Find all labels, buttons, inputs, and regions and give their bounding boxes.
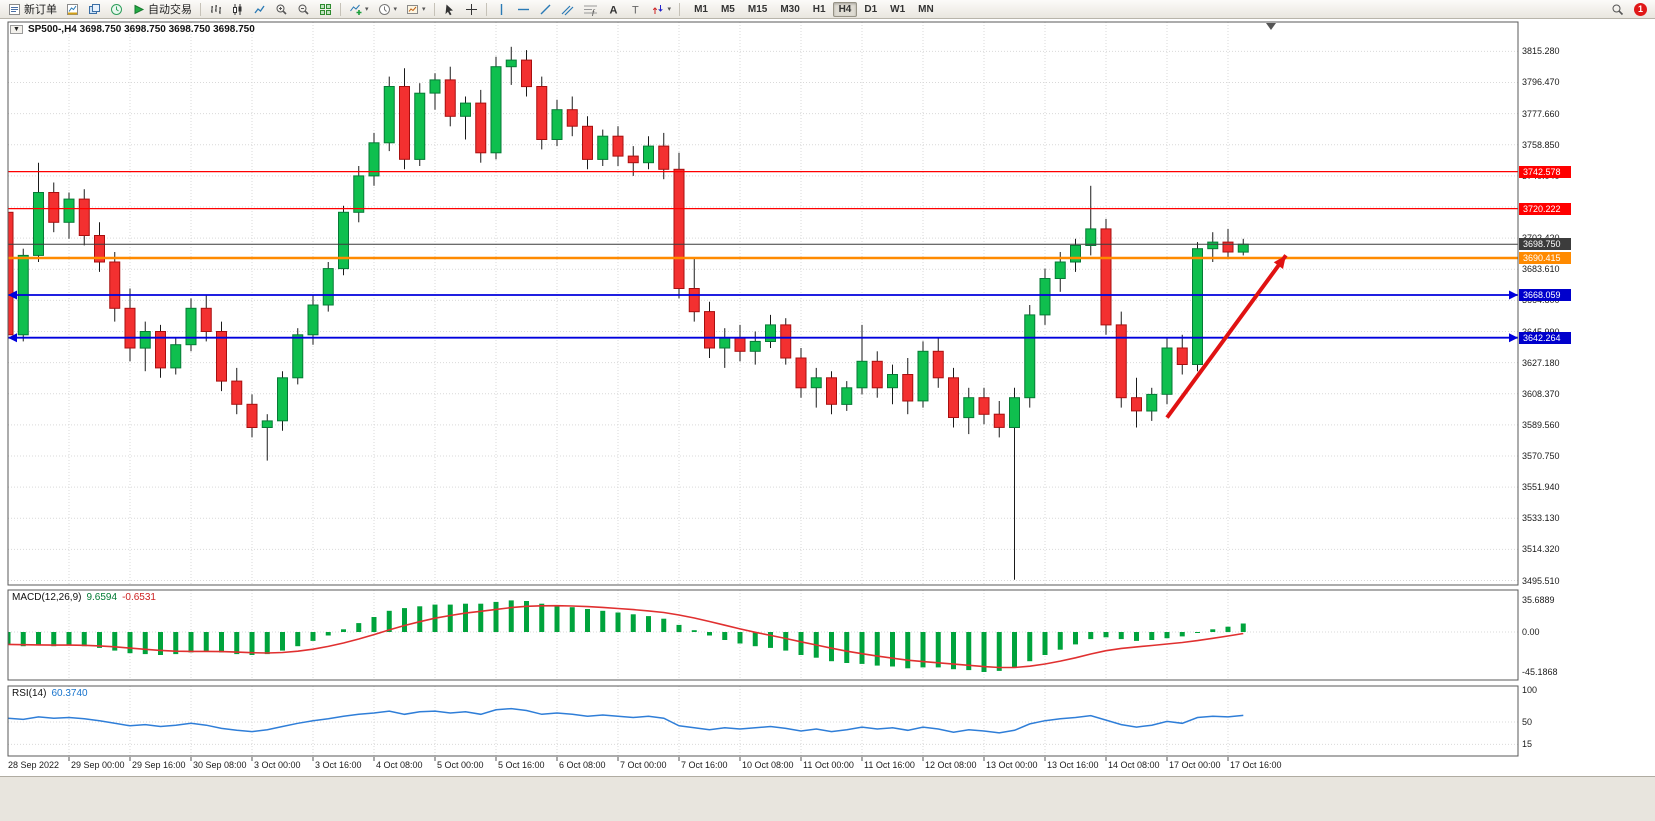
horizontal-line-icon	[517, 8, 529, 10]
timeframe-group: M1 M5 M15 M30 H1 H4 D1 W1 MN	[688, 1, 940, 17]
periods-button[interactable]: ▾	[374, 1, 402, 18]
rsi-line	[8, 707, 1244, 734]
timeframe-m15[interactable]: M15	[747, 3, 768, 15]
timeframe-m1[interactable]: M1	[694, 3, 708, 15]
new-order-button[interactable]: 新订单	[4, 1, 61, 18]
profiles-icon	[89, 3, 100, 14]
line-chart-mode-button[interactable]	[249, 1, 270, 18]
tile-windows-icon	[320, 3, 331, 15]
crosshair-icon	[465, 3, 477, 15]
vertical-line-tool-button[interactable]	[491, 1, 512, 18]
equidistant-channel-icon	[561, 5, 573, 15]
timeframe-mn[interactable]: MN	[918, 3, 934, 15]
macd-signal-line	[8, 604, 1244, 669]
toolbar-separator	[433, 2, 435, 16]
trend-arrow-annotation[interactable]	[1165, 254, 1288, 419]
panel-frame	[7, 685, 1519, 757]
toolbar-right-cluster: 1	[1607, 1, 1651, 18]
notification-badge[interactable]: 1	[1634, 2, 1647, 16]
templates-button[interactable]: ▾	[402, 1, 430, 18]
timeframe-m5[interactable]: M5	[720, 3, 735, 15]
autotrading-icon	[134, 4, 145, 14]
channel-tool-button[interactable]	[557, 1, 578, 18]
toolbar-separator	[679, 2, 681, 16]
indicators-button[interactable]: ▾	[345, 1, 373, 18]
crosshair-button[interactable]	[461, 1, 482, 18]
toolbar-separator	[200, 2, 201, 16]
level-lines-layer	[8, 171, 1518, 343]
grid-layer	[8, 22, 1518, 756]
market-watch-button[interactable]	[106, 1, 127, 18]
ohlc-bars-icon	[211, 4, 221, 14]
chart-shift-marker	[1266, 23, 1276, 30]
line-chart-icon	[254, 5, 265, 13]
new-chart-button[interactable]	[62, 1, 83, 18]
dropdown-caret-icon: ▾	[667, 5, 672, 13]
arrows-tool-button[interactable]: ▾	[647, 1, 676, 18]
autotrading-label: 自动交易	[148, 4, 192, 16]
templates-icon	[407, 4, 419, 14]
arrows-icon	[652, 4, 663, 14]
trendline-icon	[540, 4, 551, 14]
price-axis[interactable]	[1519, 19, 1655, 776]
fibonacci-tool-button[interactable]: f	[579, 1, 602, 18]
candlestick-icon	[233, 3, 242, 15]
zoom-out-icon	[298, 4, 309, 15]
timeframe-h4[interactable]: H4	[832, 1, 858, 17]
toolbar-separator	[340, 2, 341, 16]
window-background	[0, 776, 1655, 821]
search-icon	[1612, 4, 1624, 15]
panel-frame	[7, 21, 1519, 586]
indicators-icon	[350, 4, 362, 15]
svg-text:T: T	[632, 4, 639, 16]
zoom-in-button[interactable]	[271, 1, 292, 18]
text-tool-button[interactable]: A	[603, 1, 624, 18]
dropdown-caret-icon: ▾	[365, 5, 369, 13]
vertical-line-icon	[500, 3, 502, 15]
tile-windows-button[interactable]	[315, 1, 336, 18]
fibonacci-icon: f	[583, 5, 597, 16]
trendline-tool-button[interactable]	[535, 1, 556, 18]
autotrading-button[interactable]: 自动交易	[128, 1, 196, 18]
text-label-icon: T	[632, 4, 639, 16]
horizontal-line-tool-button[interactable]	[513, 1, 534, 18]
text-icon: A	[609, 4, 617, 16]
macd-layer	[8, 600, 1246, 672]
market-watch-icon	[111, 3, 122, 15]
zoom-out-button[interactable]	[293, 1, 314, 18]
dropdown-caret-icon: ▾	[393, 5, 398, 13]
zoom-in-icon	[276, 4, 287, 15]
main-toolbar: 新订单 自动交易 ▾ ▾ ▾	[0, 0, 1655, 19]
panel-frame	[7, 589, 1519, 681]
trend-arrow-head	[1273, 255, 1286, 270]
dropdown-caret-icon: ▾	[422, 5, 426, 13]
new-order-icon	[9, 3, 20, 15]
timeframe-d1[interactable]: D1	[864, 3, 878, 15]
timeframe-h1[interactable]: H1	[812, 3, 826, 15]
timeframe-w1[interactable]: W1	[890, 3, 906, 15]
cursor-icon	[445, 4, 453, 15]
label-tool-button[interactable]: T	[625, 1, 646, 18]
periods-clock-icon	[378, 3, 390, 15]
rsi-layer	[8, 707, 1244, 734]
bar-chart-mode-button[interactable]	[205, 1, 226, 18]
svg-text:f: f	[592, 8, 596, 16]
search-button[interactable]	[1607, 1, 1628, 18]
timeframe-m30[interactable]: M30	[780, 3, 800, 15]
candles-layer	[8, 46, 1249, 580]
cursor-button[interactable]	[439, 1, 460, 18]
candlestick-mode-button[interactable]	[227, 1, 248, 18]
profiles-button[interactable]	[84, 1, 105, 18]
svg-text:A: A	[609, 4, 617, 16]
toolbar-separator	[485, 2, 487, 16]
new-chart-icon	[67, 3, 78, 15]
new-order-label: 新订单	[24, 4, 57, 16]
